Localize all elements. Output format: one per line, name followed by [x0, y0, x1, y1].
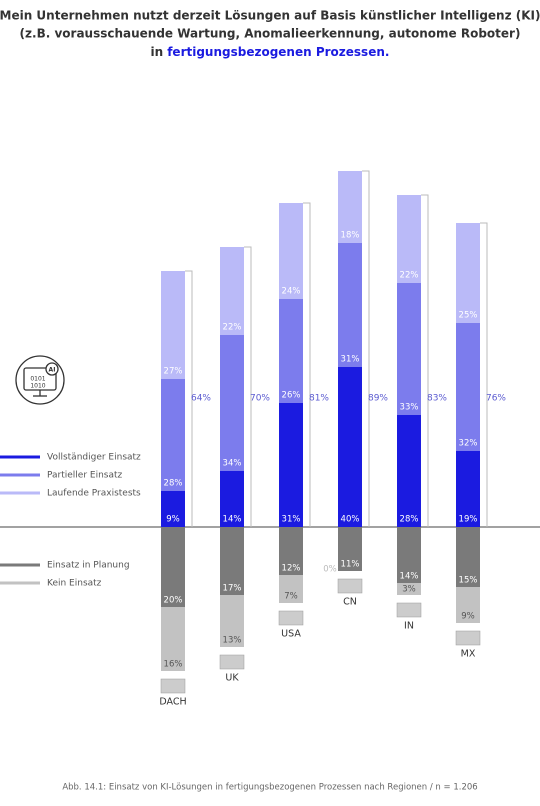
bar-segment — [161, 271, 185, 379]
bar-segment — [338, 171, 362, 243]
ai-icon — [15, 355, 65, 405]
flag — [337, 578, 363, 594]
bar-segment — [161, 379, 185, 491]
title-line: Mein Unternehmen nutzt derzeit Lösungen … — [0, 9, 540, 23]
bar-segment — [338, 527, 362, 571]
bar-segment — [220, 595, 244, 647]
bar-segment — [220, 527, 244, 595]
value-label: 32% — [459, 439, 478, 449]
value-label: 14% — [400, 572, 419, 582]
value-label: 24% — [282, 287, 301, 297]
bar-segment — [338, 367, 362, 527]
total-bracket — [421, 194, 429, 527]
total-bracket — [185, 270, 193, 527]
value-label: 34% — [223, 459, 242, 469]
legend-label: Einsatz in Planung — [47, 561, 130, 571]
total-bracket — [244, 246, 252, 527]
category-label: UK — [225, 673, 239, 684]
total-label: 83% — [427, 394, 447, 404]
value-label: 9% — [166, 515, 180, 525]
category-label: DACH — [159, 697, 186, 708]
value-label: 17% — [223, 584, 242, 594]
title-line: (z.B. vorausschauende Wartung, Anomaliee… — [20, 27, 521, 41]
value-label: 12% — [282, 564, 301, 574]
value-label: 9% — [461, 612, 475, 622]
bar-segment — [338, 243, 362, 367]
bar-segment — [279, 403, 303, 527]
bar-segment — [456, 451, 480, 527]
value-label: 3% — [402, 585, 416, 595]
bar-segment — [279, 575, 303, 603]
value-label: 20% — [164, 596, 183, 606]
value-label: 15% — [459, 576, 478, 586]
category-label: MX — [461, 649, 476, 660]
legend-label: Partieller Einsatz — [47, 471, 123, 481]
flag — [219, 654, 245, 670]
category-label: IN — [404, 621, 414, 632]
bar-segment — [397, 195, 421, 283]
value-label: 16% — [164, 660, 183, 670]
value-label: 19% — [459, 515, 478, 525]
bar-segment — [279, 299, 303, 403]
bar-segment — [161, 491, 185, 527]
bar-segment — [220, 247, 244, 335]
total-label: 76% — [486, 394, 506, 404]
total-bracket — [303, 202, 311, 527]
total-label: 81% — [309, 394, 329, 404]
ai-icon-binary: 1010 — [30, 383, 45, 390]
bar-segment — [456, 223, 480, 323]
legend-label: Laufende Praxistests — [47, 489, 141, 499]
bar-segment — [456, 323, 480, 451]
flag — [396, 602, 422, 618]
value-label: 40% — [341, 515, 360, 525]
bar-segment — [456, 587, 480, 623]
bar-segment — [397, 283, 421, 415]
bar-segment — [161, 607, 185, 671]
total-label: 70% — [250, 394, 270, 404]
total-label: 89% — [368, 394, 388, 404]
value-label: 28% — [400, 515, 419, 525]
legend-label: Kein Einsatz — [47, 579, 102, 589]
value-label: 25% — [459, 311, 478, 321]
legend-label: Vollständiger Einsatz — [47, 453, 141, 463]
total-bracket — [480, 222, 488, 527]
caption: Abb. 14.1: Einsatz von KI-Lösungen in fe… — [62, 783, 477, 793]
flag — [455, 630, 481, 646]
bar-segment — [397, 583, 421, 595]
value-label: 26% — [282, 391, 301, 401]
flag — [278, 610, 304, 626]
title-part: in — [151, 45, 164, 59]
category-label: USA — [281, 629, 301, 640]
value-label: 7% — [284, 592, 298, 602]
total-bracket — [362, 170, 370, 527]
bar-segment — [397, 415, 421, 527]
total-label: 64% — [191, 394, 211, 404]
value-label: 22% — [223, 323, 242, 333]
value-label: 11% — [341, 560, 360, 570]
value-label: 18% — [341, 231, 360, 241]
bar-segment — [279, 203, 303, 299]
bar-segment — [279, 527, 303, 575]
value-label: 14% — [223, 515, 242, 525]
flag — [160, 678, 186, 694]
bar-segment — [161, 527, 185, 607]
value-label: 27% — [164, 367, 183, 377]
ai-icon-text: AI — [49, 367, 56, 374]
bar-segment — [397, 527, 421, 583]
title-line: in fertigungsbezogenen Prozessen. — [151, 45, 390, 59]
value-label: 0% — [323, 565, 337, 575]
bar-segment — [220, 335, 244, 471]
bar-segment — [220, 471, 244, 527]
ai-icon-binary: 0101 — [30, 376, 45, 383]
value-label: 31% — [282, 515, 301, 525]
value-label: 33% — [400, 403, 419, 413]
value-label: 22% — [400, 271, 419, 281]
bar-segment — [456, 527, 480, 587]
title-highlight: fertigungsbezogenen Prozessen. — [167, 45, 389, 59]
value-label: 31% — [341, 355, 360, 365]
value-label: 28% — [164, 479, 183, 489]
value-label: 13% — [223, 636, 242, 646]
category-label: CN — [343, 597, 357, 608]
